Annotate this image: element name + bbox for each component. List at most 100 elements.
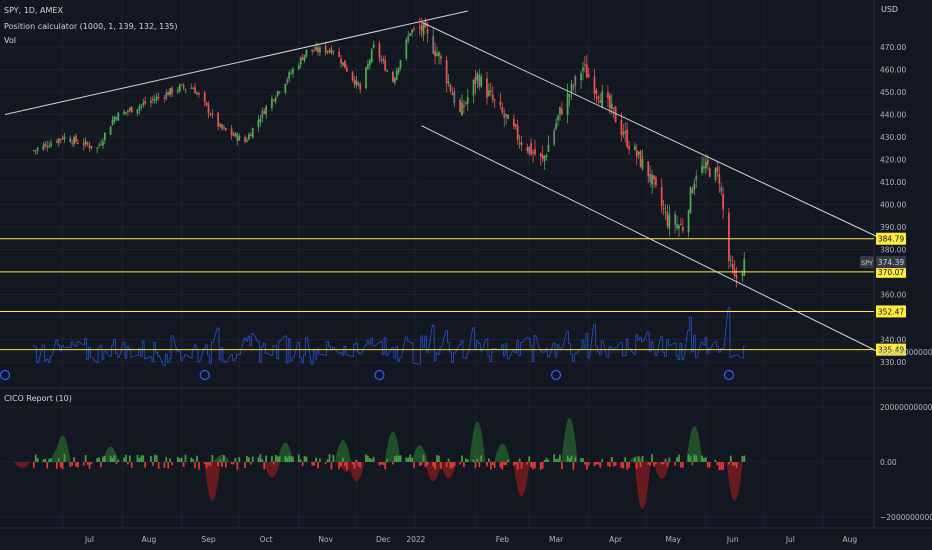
candle [733, 269, 736, 277]
cico-bar [36, 458, 39, 462]
event-marker[interactable] [550, 369, 562, 381]
cico-bar [528, 456, 531, 462]
candle [741, 273, 744, 276]
candle [384, 60, 387, 71]
cico-bar [292, 456, 294, 462]
cico-bar [69, 462, 72, 468]
cico-bar [453, 462, 456, 467]
candle [290, 73, 292, 75]
cico-bar [514, 462, 517, 465]
candle [100, 143, 102, 145]
cico-bar [405, 457, 408, 462]
candle [144, 100, 147, 104]
cico-bar [499, 462, 502, 468]
cico-bar [520, 462, 523, 469]
candle [142, 102, 145, 105]
cico-bar [399, 455, 402, 462]
trendlines[interactable] [4, 10, 881, 354]
cico-bar [662, 462, 665, 465]
cico-bar [144, 462, 147, 468]
candle [493, 99, 496, 101]
candle [628, 146, 630, 150]
event-marker[interactable] [0, 369, 11, 381]
position-calculator-legend[interactable]: Position calculator (1000, 1, 139, 132, … [4, 22, 178, 31]
cico-bar [466, 459, 469, 462]
cico-bar [728, 462, 730, 465]
candle [649, 173, 652, 182]
cico-bar [209, 462, 212, 467]
cico-bar [626, 462, 629, 470]
cico-bar [355, 459, 358, 462]
cico-bar [478, 462, 481, 468]
cico-bar [393, 456, 396, 462]
candle [560, 108, 563, 115]
candle [505, 114, 508, 117]
candle [351, 71, 354, 80]
candle [681, 227, 684, 231]
cico-bar [169, 458, 172, 462]
candle [223, 127, 225, 129]
candle [221, 124, 223, 129]
candle [722, 193, 725, 210]
candle [44, 143, 47, 147]
volume-legend[interactable]: Vol [4, 36, 16, 45]
upper-rising-trendline[interactable] [4, 10, 468, 115]
candle [138, 106, 141, 110]
event-marker[interactable] [723, 369, 735, 381]
channel-lower-trendline[interactable] [421, 125, 881, 354]
cico-bar [703, 457, 705, 462]
price-tick-label: 340.00 [880, 336, 906, 345]
time-axis[interactable]: Jul Aug Sep Oct Nov Dec 2022 Feb Mar Apr May Jun Jul… [84, 535, 857, 544]
candle [729, 259, 732, 261]
price-tag-bg [876, 256, 906, 269]
cico-bar [223, 454, 225, 462]
horizontal-levels[interactable]: 384.79 370.07 352.47 335.49 [0, 232, 906, 356]
candle [236, 133, 239, 141]
channel-upper-trendline[interactable] [421, 21, 881, 239]
cico-bar [624, 457, 627, 462]
candle [55, 141, 58, 143]
cico-bar [192, 458, 195, 462]
event-marker[interactable] [199, 369, 210, 381]
level-label: 352.47 [878, 307, 904, 316]
cico-bar [128, 455, 131, 462]
cico-bar [678, 454, 680, 462]
cico-bar [438, 455, 440, 462]
cico-bar [272, 462, 275, 465]
event-marker[interactable] [374, 369, 385, 381]
time-tick-label: Mar [549, 535, 564, 544]
level-label-bg [876, 305, 906, 318]
cico-bar [167, 462, 170, 469]
cico-legend[interactable]: CICO Report (10) [4, 394, 72, 403]
price-axis[interactable]: 470.00 460.00 450.00 440.00 430.00 420.00 410.… [880, 43, 906, 367]
candle [274, 97, 277, 102]
cico-bar [238, 457, 241, 462]
cico-bar [274, 454, 277, 462]
candle [140, 104, 143, 107]
price-tick-label: 440.00 [880, 111, 906, 120]
cico-bar [271, 456, 273, 462]
candle [678, 225, 680, 229]
cico-bar [566, 455, 569, 462]
cico-bar [338, 462, 340, 470]
candle [90, 146, 93, 149]
symbol-title[interactable]: SPY, 1D, AMEX [4, 6, 63, 15]
cico-bar [34, 454, 37, 462]
candle [501, 107, 504, 113]
candle [272, 99, 275, 101]
candle [378, 43, 381, 59]
cico-bar [297, 454, 300, 462]
cico-bar [507, 459, 509, 462]
cico-bar [735, 462, 738, 468]
cico-bar [539, 462, 542, 470]
cico-bar [100, 462, 102, 468]
cico-bar [440, 462, 442, 469]
cico-bar [426, 462, 429, 466]
cico-bar [370, 459, 373, 462]
candle [545, 155, 548, 158]
cico-bar [729, 455, 732, 462]
cico-bar [32, 462, 35, 468]
candle [386, 70, 388, 72]
candle [610, 103, 613, 109]
